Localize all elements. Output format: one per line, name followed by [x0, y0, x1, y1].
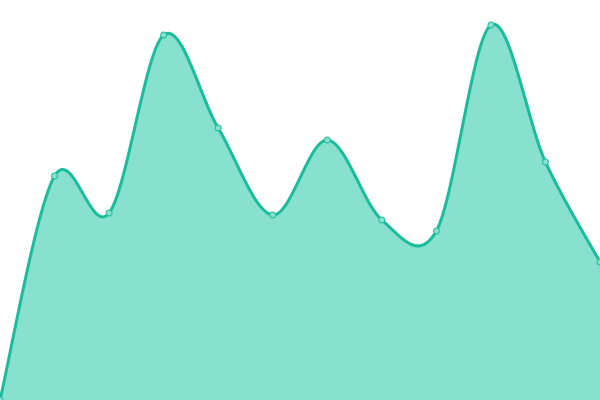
series-line: [0, 22, 600, 400]
data-point: [323, 136, 331, 144]
data-point: [0, 396, 4, 400]
data-point: [487, 21, 495, 29]
data-point: [214, 124, 222, 132]
data-points: [0, 21, 600, 400]
data-point: [432, 227, 440, 235]
data-point: [160, 31, 168, 39]
data-point: [378, 216, 386, 224]
data-point: [596, 258, 600, 266]
data-point: [541, 158, 549, 166]
data-point: [105, 209, 113, 217]
area-fill: [0, 24, 600, 400]
data-point: [51, 172, 59, 180]
data-point: [269, 211, 277, 219]
